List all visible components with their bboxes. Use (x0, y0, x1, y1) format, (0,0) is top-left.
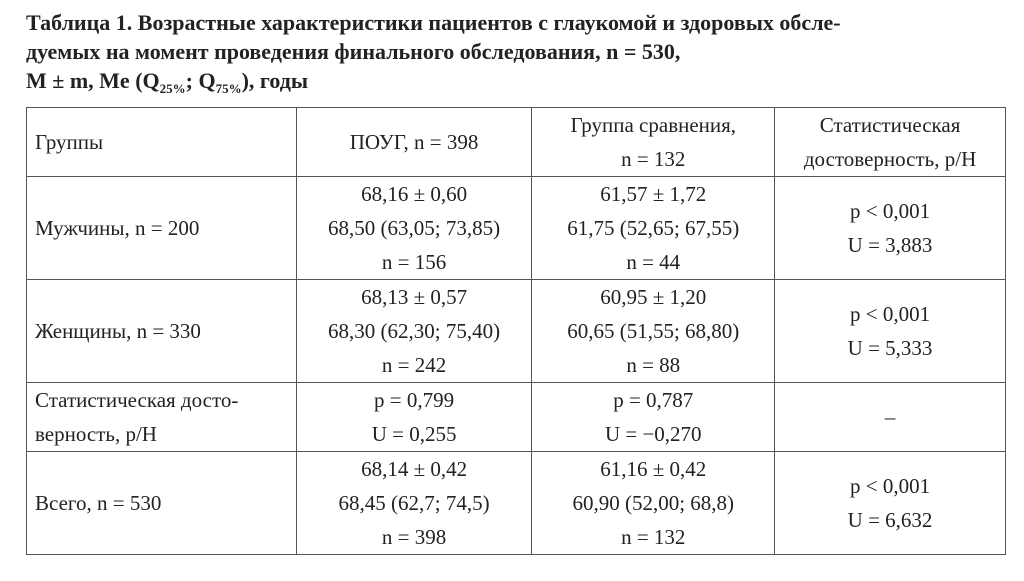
cell-line: 60,65 (51,55; 68,80) (567, 319, 740, 343)
cell-line: 68,30 (62,30; 75,40) (328, 319, 501, 343)
cell-line: n = 132 (621, 147, 686, 171)
cell-line: Группы (35, 130, 104, 154)
cell-line: p = 0,787 (613, 388, 694, 412)
cell-line: U = 5,333 (847, 336, 933, 360)
cell-line: 68,13 ± 0,57 (361, 285, 468, 309)
cell-line: p < 0,001 (850, 302, 931, 326)
cell-line: Всего, n = 530 (35, 491, 162, 515)
title-part: ; Q (185, 68, 216, 93)
cell-line: 60,90 (52,00; 68,8) (572, 491, 735, 515)
cell-line: достоверность, p/H (803, 147, 977, 171)
cell-line: n = 398 (381, 525, 447, 549)
cell-line: Женщины, n = 330 (35, 319, 201, 343)
title-line: дуемых на момент проведения финального о… (26, 39, 681, 64)
data-table: Группы ПОУГ, n = 398 Группа сравнения, n = … (26, 107, 1006, 555)
table-cell: ПОУГ, n = 398 (295, 107, 533, 177)
title-line: M ± m, Me (Q25%; Q75%), годы (26, 66, 1016, 95)
cell-line: 68,45 (62,7; 74,5) (338, 491, 490, 515)
cell-line: p < 0,001 (850, 199, 931, 223)
cell-line: U = 0,255 (371, 422, 457, 446)
title-part: M ± m, Me (Q (26, 68, 160, 93)
cell-line: n = 156 (381, 250, 447, 274)
cell-line: n = 88 (626, 353, 681, 377)
table-cell: p < 0,001 U = 6,632 (774, 451, 1006, 555)
cell-line: Группа сравнения, (570, 113, 737, 137)
cell-line: n = 242 (381, 353, 447, 377)
subscript: 25% (159, 81, 186, 96)
cell-line: – (884, 405, 896, 429)
table-cell: p < 0,001 U = 5,333 (774, 279, 1006, 383)
title-part: ), годы (241, 68, 309, 93)
table-cell: p < 0,001 U = 3,883 (774, 176, 1006, 280)
table-cell: Статистическая достоверность, p/H (774, 107, 1006, 177)
row-label-cell: Всего, n = 530 (26, 451, 297, 555)
row-label-cell: Мужчины, n = 200 (26, 176, 297, 280)
table-cell: 68,16 ± 0,60 68,50 (63,05; 73,85) n = 156 (295, 176, 533, 280)
table-row: Статистическая досто-верность, p/H p = 0,… (26, 382, 1006, 452)
cell-line: n = 44 (626, 250, 681, 274)
cell-line: 61,75 (52,65; 67,55) (567, 216, 740, 240)
table-row: Группы ПОУГ, n = 398 Группа сравнения, n = … (26, 107, 1006, 177)
cell-line: p < 0,001 (850, 474, 931, 498)
row-label-cell: Статистическая досто-верность, p/H (26, 382, 297, 452)
cell-line: p = 0,799 (374, 388, 455, 412)
cell-line: Статистическая (819, 113, 961, 137)
table-cell: p = 0,799 U = 0,255 (295, 382, 533, 452)
cell-line: 60,95 ± 1,20 (600, 285, 707, 309)
cell-line: верность, p/H (35, 422, 157, 446)
table-row: Всего, n = 530 68,14 ± 0,42 68,45 (62,7; 7… (26, 451, 1006, 555)
row-label-cell: Женщины, n = 330 (26, 279, 297, 383)
cell-line: Статистическая досто- (35, 388, 239, 412)
cell-line: U = −0,270 (604, 422, 702, 446)
table-row: Мужчины, n = 200 68,16 ± 0,60 68,50 (63,05… (26, 176, 1006, 280)
table-cell: 68,13 ± 0,57 68,30 (62,30; 75,40) n = 242 (295, 279, 533, 383)
table-title: Таблица 1. Возрастные характеристики пац… (26, 8, 1016, 95)
cell-line: ПОУГ, n = 398 (349, 130, 479, 154)
table-cell: 60,95 ± 1,20 60,65 (51,55; 68,80) n = 88 (531, 279, 776, 383)
cell-line: Мужчины, n = 200 (35, 216, 200, 240)
table-cell: p = 0,787 U = −0,270 (531, 382, 776, 452)
table-cell: 61,16 ± 0,42 60,90 (52,00; 68,8) n = 132 (531, 451, 776, 555)
table-cell: Группа сравнения, n = 132 (531, 107, 776, 177)
cell-line: U = 6,632 (847, 508, 933, 532)
table-cell: – (774, 382, 1006, 452)
cell-line: U = 3,883 (847, 233, 933, 257)
cell-line: 61,16 ± 0,42 (600, 457, 707, 481)
title-line: Таблица 1. Возрастные характеристики пац… (26, 10, 841, 35)
subscript: 75% (215, 81, 242, 96)
table-row: Женщины, n = 330 68,13 ± 0,57 68,30 (62,30… (26, 279, 1006, 383)
cell-line: 68,14 ± 0,42 (361, 457, 468, 481)
table-cell: 68,14 ± 0,42 68,45 (62,7; 74,5) n = 398 (295, 451, 533, 555)
row-label-cell: Группы (26, 107, 297, 177)
cell-line: 61,57 ± 1,72 (600, 182, 707, 206)
table-cell: 61,57 ± 1,72 61,75 (52,65; 67,55) n = 44 (531, 176, 776, 280)
cell-line: 68,50 (63,05; 73,85) (328, 216, 501, 240)
cell-line: n = 132 (621, 525, 686, 549)
cell-line: 68,16 ± 0,60 (361, 182, 468, 206)
